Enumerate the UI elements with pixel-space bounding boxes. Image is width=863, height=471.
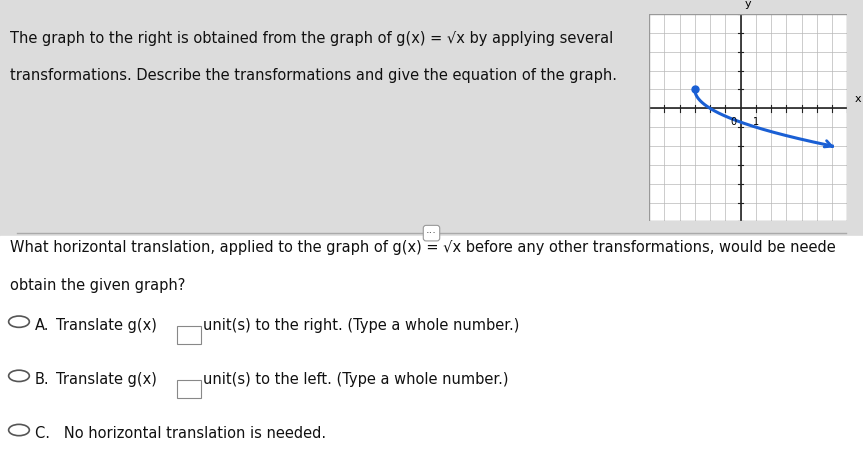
Text: unit(s) to the right. (Type a whole number.): unit(s) to the right. (Type a whole numb… — [203, 318, 520, 333]
Text: y: y — [745, 0, 751, 9]
Text: A.: A. — [35, 318, 49, 333]
Text: 0: 0 — [731, 117, 737, 127]
Bar — [177, 326, 201, 344]
Bar — [649, 14, 847, 221]
Text: 1: 1 — [753, 117, 759, 127]
Text: unit(s) to the left. (Type a whole number.): unit(s) to the left. (Type a whole numbe… — [203, 372, 508, 387]
Text: C.   No horizontal translation is needed.: C. No horizontal translation is needed. — [35, 426, 325, 441]
Text: Translate g(x): Translate g(x) — [56, 318, 157, 333]
Bar — [0, 0, 863, 236]
Text: ···: ··· — [426, 228, 437, 238]
Text: x: x — [855, 94, 861, 104]
Circle shape — [9, 370, 29, 382]
Circle shape — [9, 424, 29, 436]
Text: The graph to the right is obtained from the graph of g(x) = √x by applying sever: The graph to the right is obtained from … — [10, 31, 614, 46]
Bar — [0, 236, 863, 471]
Text: obtain the given graph?: obtain the given graph? — [10, 278, 186, 293]
Text: What horizontal translation, applied to the graph of g(x) = √x before any other : What horizontal translation, applied to … — [10, 240, 836, 255]
Text: Translate g(x): Translate g(x) — [56, 372, 157, 387]
Text: transformations. Describe the transformations and give the equation of the graph: transformations. Describe the transforma… — [10, 68, 617, 83]
Bar — [177, 380, 201, 398]
Circle shape — [9, 316, 29, 327]
Text: B.: B. — [35, 372, 49, 387]
